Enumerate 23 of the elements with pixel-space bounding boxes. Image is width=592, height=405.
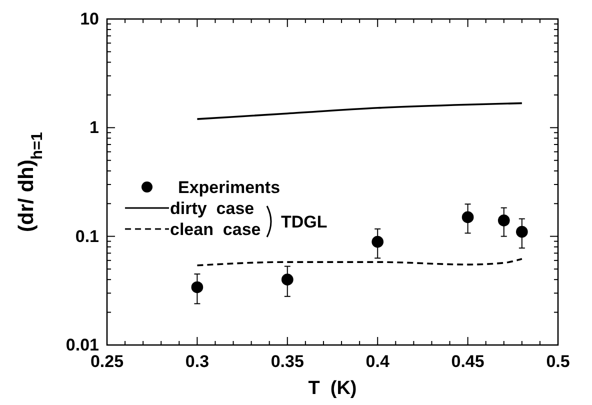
x-tick-label: 0.25 [90, 352, 124, 372]
point [516, 226, 528, 238]
y-tick-label: 0.01 [66, 335, 99, 354]
y-tick-label: 10 [80, 9, 99, 28]
point [372, 236, 384, 248]
x-tick-label: 0.45 [451, 352, 484, 372]
x-tick-label: 0.5 [546, 352, 570, 372]
legend-label: dirty case [170, 199, 254, 218]
line-series [196, 102, 523, 120]
point [281, 274, 294, 286]
legend-label: clean case [170, 220, 261, 239]
point [498, 214, 510, 226]
x-tick-label: 0.3 [185, 352, 210, 372]
x-tick-label: 0.4 [366, 352, 390, 372]
y-tick-label: 1 [90, 118, 99, 138]
legend-label: Experiments [178, 178, 280, 197]
y-tick-label: 0.1 [75, 226, 99, 246]
x-axis-title: T (K) [308, 378, 357, 399]
point [462, 211, 474, 224]
point [191, 281, 204, 294]
line-series [196, 258, 523, 266]
x-tick-label: 0.35 [270, 352, 304, 372]
annotation: TDGL [281, 212, 328, 232]
